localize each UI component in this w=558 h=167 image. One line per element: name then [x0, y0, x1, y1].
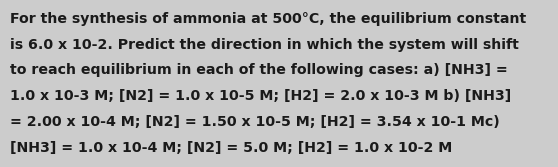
Text: [NH3] = 1.0 x 10-4 M; [N2] = 5.0 M; [H2] = 1.0 x 10-2 M: [NH3] = 1.0 x 10-4 M; [N2] = 5.0 M; [H2]…	[10, 141, 453, 155]
Text: is 6.0 x 10-2. Predict the direction in which the system will shift: is 6.0 x 10-2. Predict the direction in …	[10, 38, 519, 52]
Text: = 2.00 x 10-4 M; [N2] = 1.50 x 10-5 M; [H2] = 3.54 x 10-1 Mc): = 2.00 x 10-4 M; [N2] = 1.50 x 10-5 M; […	[10, 115, 500, 129]
Text: 1.0 x 10-3 M; [N2] = 1.0 x 10-5 M; [H2] = 2.0 x 10-3 M b) [NH3]: 1.0 x 10-3 M; [N2] = 1.0 x 10-5 M; [H2] …	[10, 89, 511, 103]
Text: to reach equilibrium in each of the following cases: a) [NH3] =: to reach equilibrium in each of the foll…	[10, 63, 508, 77]
Text: For the synthesis of ammonia at 500°C, the equilibrium constant: For the synthesis of ammonia at 500°C, t…	[10, 12, 526, 26]
